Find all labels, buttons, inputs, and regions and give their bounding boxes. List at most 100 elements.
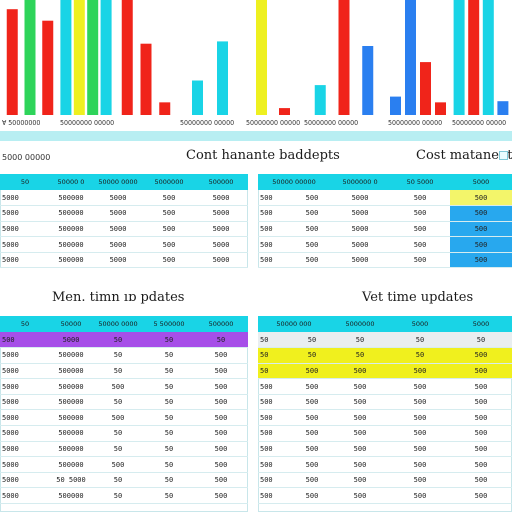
table-row[interactable]: 500 500 5000 500 500 (258, 252, 512, 269)
table-row[interactable]: 500 500 500 500 500 (258, 487, 512, 505)
table-row[interactable]: 5000 500000 50 50 500 (0, 394, 248, 411)
column-header[interactable]: 5000000 (144, 174, 194, 190)
table-row[interactable]: 500 5000 50 50 50 (0, 332, 248, 349)
table-cell: 500000 (50, 487, 92, 505)
column-header[interactable]: 50000 0000 (92, 174, 144, 190)
table-cell: 5000 (330, 205, 391, 222)
column-header[interactable]: 500000 (194, 174, 248, 190)
column-header[interactable]: 5000 (450, 174, 512, 190)
table-cell: 50 (144, 394, 194, 411)
table-row[interactable]: 5000 500000 5000 500 5000 (0, 190, 248, 207)
chart-bar (338, 0, 350, 115)
table-row[interactable]: 5000 500000 50 50 500 (0, 347, 248, 364)
chart-caption: 50000000 00000 (388, 119, 443, 127)
table-row[interactable]: 5000 500000 50 50 500 (0, 487, 248, 505)
column-header[interactable]: 500000 (194, 316, 248, 332)
table-cell: 500000 (50, 441, 92, 458)
table-cell: 5000 (92, 205, 144, 222)
table-row[interactable]: 5000 500000 50 50 500 (0, 363, 248, 380)
table-cell: 500000 (50, 363, 92, 380)
table-cell: 500 (144, 190, 194, 207)
table-cell: 50 (390, 332, 450, 349)
table-row[interactable]: 5000 500000 5000 500 5000 (0, 236, 248, 253)
table-row[interactable]: 5000 500000 5000 500 5000 (0, 221, 248, 238)
bar-chart-panel: Ɐ 50000000 50000000 00000 50000000 00000 50… (0, 0, 512, 132)
column-header[interactable]: 5000 (450, 316, 512, 332)
chart-bar (435, 102, 446, 115)
table-cell: 500 (450, 347, 512, 364)
column-header[interactable]: 50000 0000 (92, 316, 144, 332)
table-row[interactable]: 500 500 5000 500 500 (258, 221, 512, 238)
table-cell: 500 (390, 252, 451, 269)
table-cell: 5000 (0, 363, 50, 380)
column-header[interactable]: 50000 (50, 316, 92, 332)
table-top-right: 50000 00000 5000000 0 50 5000 5000 500 50… (258, 174, 512, 269)
table-row[interactable]: 50 50 50 50 50 (258, 332, 512, 349)
section-title-bottom-left: Men. timn ıɒ pdates (52, 290, 185, 305)
table-row[interactable]: 50 500 500 500 500 (258, 363, 512, 380)
chart-bar (405, 0, 416, 115)
table-cell: 5000 (194, 190, 248, 207)
table-row[interactable]: 500 500 500 500 500 (258, 409, 512, 427)
table-cell: 500 (194, 487, 248, 505)
table-cell: 500 (92, 409, 144, 427)
chart-caption: 50000000 00000 (246, 119, 301, 127)
column-header[interactable]: 5000 (390, 316, 450, 332)
table-cell: 500 (390, 363, 450, 380)
table-row[interactable]: 5000 500000 5000 500 5000 (0, 205, 248, 222)
pin-icon[interactable] (499, 151, 508, 160)
column-header[interactable]: 50000 0 (50, 174, 92, 190)
table-cell: 50 (92, 441, 144, 458)
column-header[interactable]: 50000 00000 (258, 174, 331, 190)
table-row[interactable]: 500 500 500 500 500 (258, 441, 512, 458)
table-row[interactable]: 5000 500000 500 50 500 (0, 456, 248, 473)
table-row[interactable]: 500 500 500 500 500 (258, 425, 512, 442)
table-cell: 500 (258, 487, 294, 505)
table-cell: 500 (450, 456, 512, 473)
chart-bar (159, 102, 171, 115)
table-cell: 500 (294, 409, 330, 427)
table-cell: 500 (390, 409, 450, 427)
table-row[interactable]: 5000 500000 5000 500 5000 (0, 252, 248, 269)
table-row[interactable]: 5000 500000 50 50 500 (0, 425, 248, 442)
table-cell: 500000 (50, 205, 92, 222)
table-row[interactable]: 500 500 500 500 500 (258, 378, 512, 395)
table-cell: 5000 (330, 221, 391, 238)
table-row[interactable]: 500 500 5000 500 500 (258, 190, 512, 207)
table-row[interactable]: 500 500 5000 500 500 (258, 205, 512, 222)
table-cell: 5000 (0, 378, 50, 395)
table-cell: 500 (390, 205, 451, 222)
table-cell: 5000 (330, 190, 391, 207)
column-header[interactable]: 5000000 (330, 316, 390, 332)
column-header[interactable]: 50 (0, 316, 50, 332)
column-header[interactable]: 50000 000 (258, 316, 330, 332)
table-cell: 50 (144, 441, 194, 458)
table-row[interactable]: 5000 50 5000 50 50 500 (0, 472, 248, 489)
table-row[interactable]: 5000 500000 50 50 500 (0, 441, 248, 458)
table-cell: 500 (194, 409, 248, 427)
table-cell: 50 (194, 332, 248, 349)
table-row[interactable]: 50 50 50 50 500 (258, 347, 512, 364)
table-cell: 500 (294, 205, 331, 222)
table-row[interactable]: 5000 500000 500 50 500 (0, 378, 248, 395)
table-cell: 50 (144, 472, 194, 489)
bar-chart (6, 0, 509, 116)
table-cell: 50 5000 (50, 472, 92, 489)
table-cell: 5000 (0, 441, 50, 458)
table-row[interactable]: 500 500 5000 500 500 (258, 236, 512, 253)
table-cell: 500 (194, 363, 248, 380)
table-cell: 50 (450, 332, 512, 349)
table-cell: 5000 (92, 252, 144, 269)
column-header[interactable]: 5 500000 (144, 316, 194, 332)
table-row[interactable]: 500 500 500 500 500 (258, 456, 512, 473)
table-cell: 50 (92, 394, 144, 411)
table-row[interactable]: 500 500 500 500 500 (258, 394, 512, 411)
table-cell: 500 (258, 252, 294, 269)
column-header[interactable]: 50 (0, 174, 50, 190)
table-row[interactable]: 5000 500000 500 50 500 (0, 409, 248, 427)
column-header[interactable]: 5000000 0 (330, 174, 391, 190)
table-cell: 500 (390, 378, 450, 395)
table-row[interactable]: 500 500 500 500 500 (258, 472, 512, 489)
table-cell: 5000 (194, 221, 248, 238)
column-header[interactable]: 50 5000 (390, 174, 451, 190)
